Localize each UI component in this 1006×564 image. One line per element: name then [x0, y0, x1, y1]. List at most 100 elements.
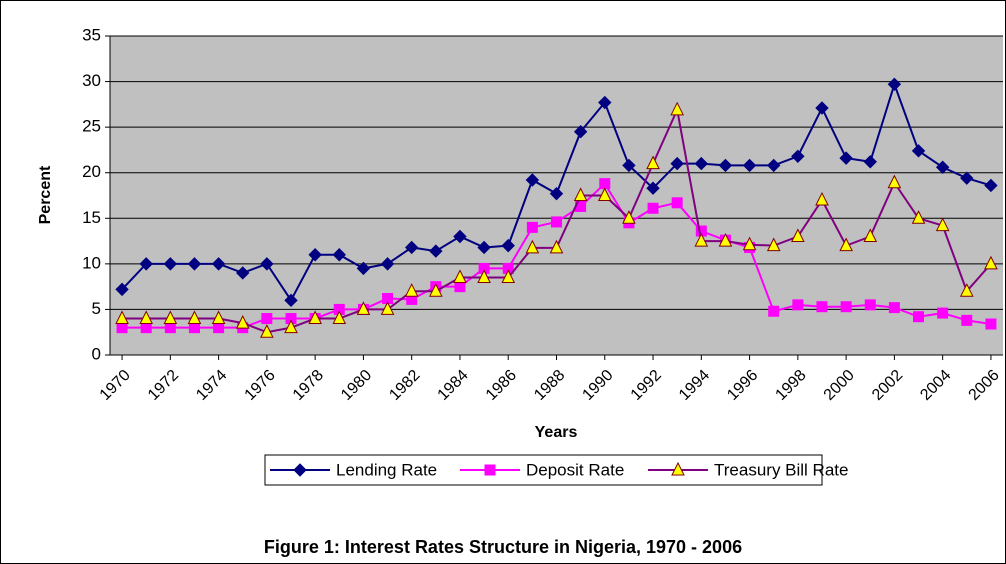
marker — [935, 217, 950, 232]
marker — [404, 240, 419, 255]
marker — [187, 257, 202, 271]
marker — [308, 248, 322, 262]
marker — [670, 101, 684, 116]
marker — [791, 149, 805, 164]
marker — [404, 283, 419, 297]
marker — [356, 301, 371, 315]
marker — [332, 310, 347, 325]
marker — [622, 158, 636, 173]
marker — [549, 186, 564, 201]
marker — [501, 238, 515, 253]
x-axis-title: Years — [535, 424, 578, 441]
marker — [671, 197, 683, 209]
marker — [718, 232, 733, 247]
marker — [453, 229, 467, 244]
marker — [985, 318, 997, 330]
marker — [694, 232, 709, 247]
legend-label: Deposit Rate — [526, 460, 624, 479]
y-tick-label: 20 — [82, 162, 101, 181]
marker — [525, 239, 540, 254]
marker — [646, 181, 660, 195]
marker — [115, 310, 129, 325]
marker — [984, 178, 998, 193]
marker — [815, 101, 829, 115]
marker — [840, 301, 852, 313]
legend-label: Treasury Bill Rate — [714, 460, 848, 479]
marker — [332, 248, 346, 262]
marker — [599, 178, 611, 190]
marker — [573, 187, 588, 201]
marker — [839, 237, 853, 252]
marker — [484, 464, 496, 476]
marker — [863, 228, 878, 243]
y-tick-label: 10 — [82, 253, 101, 272]
marker — [913, 311, 925, 323]
marker — [742, 236, 757, 251]
marker — [454, 281, 466, 293]
marker — [792, 299, 804, 311]
marker — [477, 240, 491, 255]
marker — [235, 314, 250, 329]
marker — [163, 257, 178, 271]
marker — [911, 144, 926, 158]
marker — [960, 171, 974, 185]
marker — [935, 160, 950, 174]
marker — [260, 324, 274, 338]
y-tick-label: 5 — [92, 299, 101, 318]
marker — [573, 124, 588, 139]
marker — [863, 155, 877, 169]
marker — [477, 269, 491, 284]
marker — [115, 282, 129, 297]
y-tick-label: 25 — [82, 117, 101, 136]
y-axis-title: Percent — [37, 165, 54, 224]
marker — [525, 173, 540, 187]
marker — [959, 283, 974, 297]
marker — [429, 283, 443, 297]
marker — [768, 305, 780, 317]
y-tick-label: 15 — [82, 208, 101, 227]
y-tick-label: 0 — [92, 344, 101, 363]
legend-label: Lending Rate — [336, 460, 437, 479]
marker — [501, 269, 516, 284]
marker — [139, 257, 153, 271]
marker — [742, 158, 757, 173]
marker — [718, 158, 733, 173]
marker — [293, 463, 307, 477]
marker — [236, 266, 250, 280]
marker — [598, 95, 612, 110]
marker — [671, 461, 685, 476]
marker — [887, 174, 902, 189]
marker — [284, 319, 298, 334]
marker — [864, 299, 876, 311]
marker — [429, 244, 443, 258]
marker — [261, 313, 273, 325]
marker — [815, 191, 829, 206]
marker — [139, 310, 154, 325]
y-tick-label: 35 — [82, 25, 101, 44]
marker — [911, 210, 926, 224]
marker — [694, 156, 709, 171]
marker — [453, 269, 467, 284]
marker — [140, 322, 152, 334]
marker — [767, 158, 781, 173]
marker — [188, 322, 200, 334]
marker — [356, 261, 371, 276]
marker — [284, 293, 298, 308]
marker — [164, 322, 176, 334]
y-tick-label: 30 — [82, 71, 101, 90]
marker — [211, 257, 226, 271]
marker — [380, 257, 395, 271]
marker — [526, 221, 538, 233]
marker — [647, 202, 659, 214]
marker — [670, 156, 684, 171]
marker — [260, 257, 274, 271]
marker — [163, 310, 178, 325]
marker — [116, 322, 128, 334]
marker — [766, 237, 781, 252]
marker — [187, 310, 202, 325]
marker — [211, 310, 226, 325]
marker — [984, 255, 998, 270]
marker — [791, 228, 805, 243]
marker — [888, 302, 900, 314]
